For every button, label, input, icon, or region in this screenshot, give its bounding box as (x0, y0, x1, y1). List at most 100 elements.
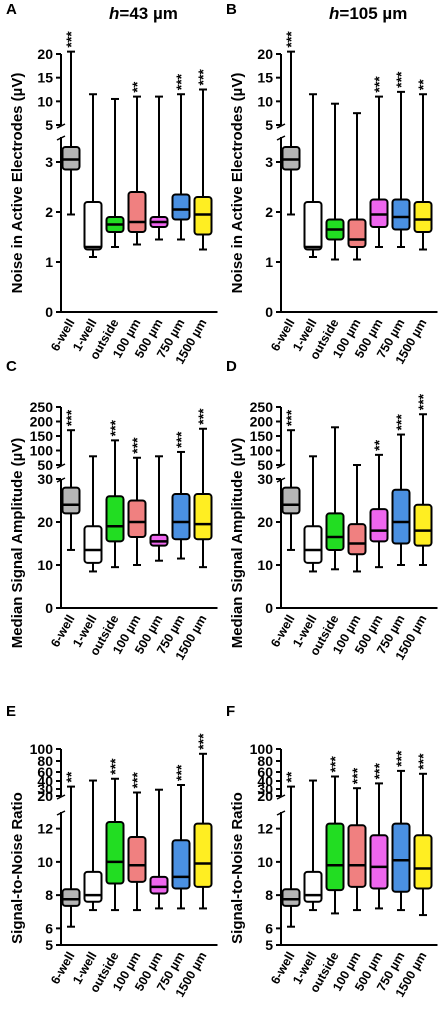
box-iqr (83, 201, 103, 251)
y-axis-label: Noise in Active Electrodes (µV) (9, 73, 26, 294)
significance-label: *** (173, 764, 189, 781)
box-3: *** (325, 756, 345, 915)
box-iqr (369, 834, 389, 890)
box-iqr (171, 493, 191, 541)
box-7: ** (413, 79, 433, 251)
y-axis-label: Median Signal Amplitude (µV) (229, 438, 246, 649)
box-iqr (391, 198, 411, 231)
axis-break-mark (56, 135, 66, 141)
significance-label: *** (107, 758, 123, 775)
significance-label: *** (195, 733, 211, 750)
y-tick-label: 100 (30, 741, 54, 757)
box-2 (303, 93, 323, 258)
y-tick-label: 80 (37, 753, 53, 769)
y-tick-label: 5 (265, 937, 273, 953)
y-tick-label: 20 (37, 788, 53, 804)
y-tick-label: 100 (250, 741, 274, 757)
box-4 (347, 112, 367, 261)
box-7: *** (413, 393, 433, 566)
y-tick-label: 10 (37, 93, 53, 109)
box-iqr (149, 875, 169, 895)
box-iqr (391, 822, 411, 893)
y-tick-label: 150 (250, 428, 274, 444)
panel-title-italic: h (109, 4, 119, 23)
box-iqr (325, 512, 345, 551)
significance-label: *** (129, 437, 145, 454)
y-tick-label: 8 (265, 887, 273, 903)
box-4: *** (127, 437, 147, 566)
box-iqr (347, 824, 367, 888)
significance-label: ** (63, 771, 79, 782)
box-3: *** (105, 419, 125, 569)
significance-label: *** (107, 419, 123, 436)
box-5 (149, 95, 169, 241)
box-7: *** (193, 69, 213, 251)
box-2 (83, 455, 103, 573)
significance-label: *** (371, 76, 387, 93)
significance-label: *** (415, 393, 431, 410)
box-4: *** (127, 772, 147, 912)
y-tick-label: 20 (37, 514, 53, 530)
box-iqr (413, 503, 433, 547)
significance-label: ** (371, 439, 387, 450)
y-tick-label: 20 (37, 46, 53, 62)
box-6: *** (391, 71, 411, 248)
y-tick-label: 0 (45, 304, 53, 320)
panel-letter: C (6, 358, 17, 375)
box-3: *** (105, 758, 125, 912)
box-7: *** (413, 753, 433, 917)
box-iqr (369, 508, 389, 543)
significance-label: *** (283, 409, 299, 426)
significance-label: ** (129, 81, 145, 92)
panel-title: h=105 µm (329, 4, 407, 23)
y-tick-label: 0 (265, 600, 273, 616)
box-iqr (127, 835, 147, 883)
y-tick-label: 8 (45, 887, 53, 903)
y-tick-label: 30 (257, 781, 273, 797)
y-tick-label: 50 (257, 457, 273, 473)
box-6: *** (391, 750, 411, 912)
box-iqr (83, 870, 103, 903)
box-iqr (193, 493, 213, 541)
box-5: *** (369, 76, 389, 248)
panel-f: F Signal-to-Noise Ratio 56 8 10 12 20304060801… (226, 703, 438, 999)
y-tick-label: 200 (250, 414, 274, 430)
box-4: ** (127, 81, 147, 246)
box-5 (149, 455, 169, 562)
box-2 (303, 779, 323, 912)
significance-label: *** (371, 763, 387, 780)
significance-label: *** (393, 414, 409, 431)
significance-label: *** (283, 31, 299, 48)
y-tick-label: 100 (250, 443, 274, 459)
y-tick-label: 150 (30, 428, 54, 444)
significance-label: ** (283, 771, 299, 782)
axis-break-mark (56, 810, 66, 816)
box-6: *** (391, 414, 411, 566)
y-tick-label: 60 (257, 764, 273, 780)
box-4 (347, 464, 367, 573)
y-axis-label: Signal-to-Noise Ratio (229, 792, 246, 944)
box-5: ** (369, 439, 389, 569)
box-2 (83, 779, 103, 912)
box-1: *** (281, 409, 301, 551)
box-iqr (303, 525, 323, 564)
significance-label: *** (173, 73, 189, 90)
significance-label: ** (415, 79, 431, 90)
y-tick-label: 40 (257, 773, 273, 789)
box-iqr (105, 495, 125, 543)
panel-letter: F (226, 703, 235, 720)
y-tick-label: 40 (37, 773, 53, 789)
panel-title-rest: =43 µm (119, 4, 177, 23)
panel-title-rest: =105 µm (339, 4, 407, 23)
box-7: *** (193, 408, 213, 569)
significance-label: *** (393, 71, 409, 88)
y-tick-label: 50 (37, 457, 53, 473)
y-axis-label: Signal-to-Noise Ratio (9, 792, 26, 944)
box-iqr (347, 218, 367, 248)
box-3 (325, 426, 345, 571)
box-4: *** (347, 767, 367, 912)
box-5: *** (369, 763, 389, 910)
y-tick-label: 5 (265, 117, 273, 133)
significance-label: *** (129, 772, 145, 789)
box-iqr (171, 839, 191, 890)
